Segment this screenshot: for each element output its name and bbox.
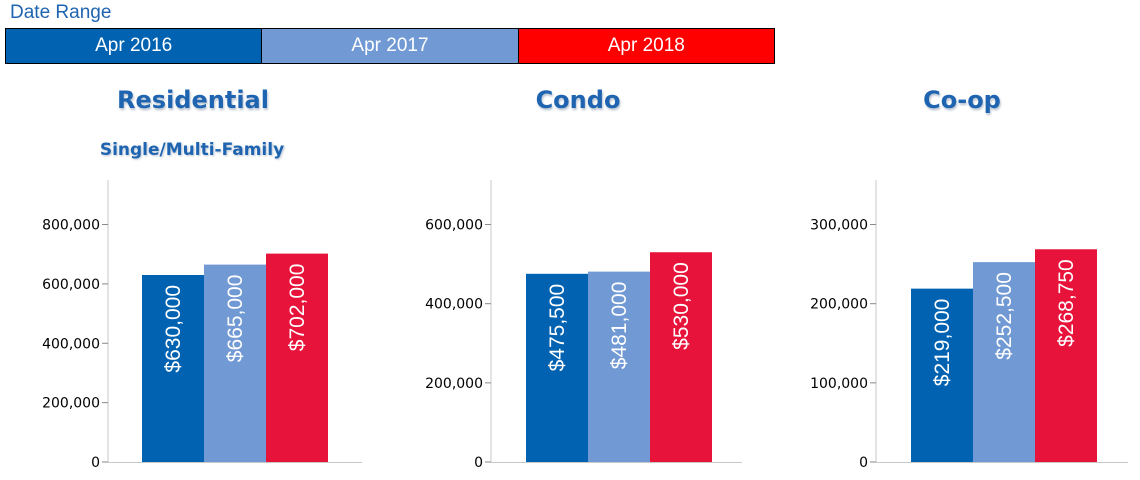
y-tick-label: 200,000 xyxy=(425,376,483,392)
bar xyxy=(266,253,328,462)
y-tick-label: 600,000 xyxy=(425,218,483,234)
y-tick-label: 0 xyxy=(474,455,483,471)
chart-subtitle-residential: Single/Multi-Family xyxy=(99,140,285,160)
chart-title-coop: Co-op xyxy=(923,86,1001,114)
y-tick-label: 600,000 xyxy=(42,277,100,293)
y-tick-label: 400,000 xyxy=(42,336,100,352)
legend-title: Date Range xyxy=(10,2,112,23)
bar xyxy=(588,271,650,462)
bar xyxy=(1035,249,1097,462)
bar xyxy=(204,264,266,462)
bar-data-label: $252,500 xyxy=(993,272,1016,360)
bar-data-label: $219,000 xyxy=(931,299,954,387)
y-tick-label: 0 xyxy=(859,455,868,471)
bar xyxy=(526,273,588,462)
y-tick-label: 200,000 xyxy=(810,297,868,313)
y-tick-label: 400,000 xyxy=(425,297,483,313)
bar xyxy=(650,252,712,462)
y-tick-label: 800,000 xyxy=(42,218,100,234)
bar-data-label: $665,000 xyxy=(224,275,247,363)
chart-title-condo: Condo xyxy=(535,86,621,114)
y-tick-label: 0 xyxy=(91,455,100,471)
chart-title-residential: Residential xyxy=(117,86,269,114)
bar-data-label: $481,000 xyxy=(608,282,631,370)
y-tick-label: 300,000 xyxy=(810,218,868,234)
bar-data-label: $702,000 xyxy=(286,264,309,352)
y-tick-label: 200,000 xyxy=(42,396,100,412)
bar-data-label: $475,500 xyxy=(546,284,569,372)
y-tick-label: 100,000 xyxy=(810,376,868,392)
bar-data-label: $630,000 xyxy=(162,285,185,373)
date-range-legend: Apr 2016 Apr 2017 Apr 2018 xyxy=(5,28,775,64)
legend-item-apr-2018[interactable]: Apr 2018 xyxy=(517,29,774,63)
bar xyxy=(911,288,973,462)
bar xyxy=(142,274,204,462)
bar-data-label: $268,750 xyxy=(1055,259,1078,347)
legend-item-apr-2016[interactable]: Apr 2016 xyxy=(6,29,262,63)
bar-data-label: $530,000 xyxy=(670,262,693,350)
bar xyxy=(973,262,1035,462)
legend-item-apr-2017[interactable]: Apr 2017 xyxy=(261,29,518,63)
